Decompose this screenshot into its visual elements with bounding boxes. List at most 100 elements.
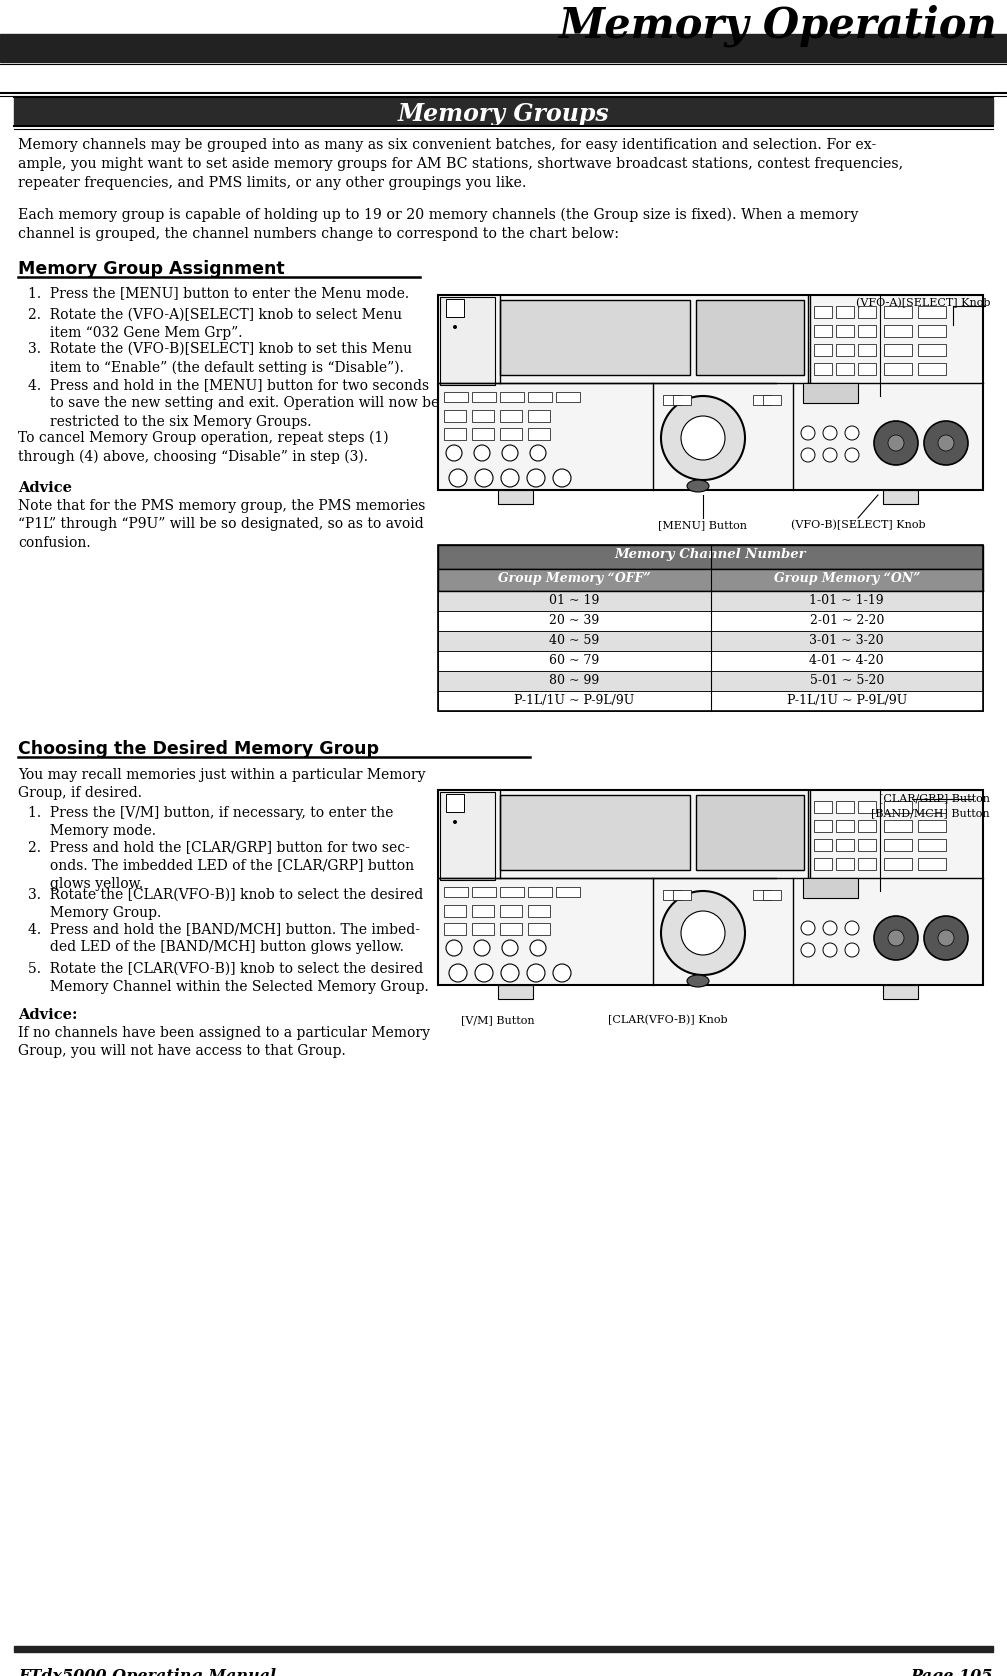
Circle shape [823,447,837,463]
Bar [663,396,681,406]
Bar [472,905,494,917]
Bar [500,411,522,422]
Bar [884,840,912,851]
Text: 3-01 ~ 3-20: 3-01 ~ 3-20 [810,634,884,647]
Bar [444,923,466,935]
Circle shape [530,940,546,955]
Bar [803,384,858,402]
Bar [814,344,832,355]
Bar [500,300,690,375]
Text: 20 ~ 39: 20 ~ 39 [549,613,599,627]
Text: If no channels have been assigned to a particular Memory
Group, you will not hav: If no channels have been assigned to a p… [18,1026,430,1059]
Bar [556,887,580,897]
Bar [696,794,804,870]
Circle shape [446,940,462,955]
Bar [883,985,918,999]
Bar [673,890,691,900]
Circle shape [801,944,815,957]
Circle shape [661,396,745,479]
Bar [858,820,876,831]
Text: (VFO-B)[SELECT] Knob: (VFO-B)[SELECT] Knob [790,520,925,530]
Text: 4.  Press and hold in the [MENU] button for two seconds
     to save the new set: 4. Press and hold in the [MENU] button f… [28,379,439,429]
Bar [500,887,524,897]
Text: Each memory group is capable of holding up to 19 or 20 memory channels (the Grou: Each memory group is capable of holding … [18,208,858,241]
Text: FTdx5000 Operating Manual: FTdx5000 Operating Manual [18,1668,276,1676]
Bar [884,820,912,831]
Bar [836,364,854,375]
Bar [918,801,946,813]
Bar [884,325,912,337]
Bar [836,307,854,318]
Circle shape [845,944,859,957]
Text: Memory channels may be grouped into as many as six convenient batches, for easy : Memory channels may be grouped into as m… [18,137,903,189]
Bar [498,985,533,999]
Bar [836,840,854,851]
Circle shape [446,446,462,461]
Text: Group Memory “OFF”: Group Memory “OFF” [497,572,651,585]
Text: 1.  Press the [V/M] button, if necessary, to enter the
     Memory mode.: 1. Press the [V/M] button, if necessary,… [28,806,394,838]
Text: Memory Channel Number: Memory Channel Number [614,548,807,561]
Bar [858,325,876,337]
Bar [500,794,690,870]
Circle shape [681,416,725,459]
Bar [884,364,912,375]
Bar [814,858,832,870]
Circle shape [530,446,546,461]
Bar [918,820,946,831]
Bar [673,396,691,406]
Bar [438,568,983,592]
Circle shape [661,892,745,975]
Circle shape [501,964,519,982]
Text: 3.  Rotate the [CLAR(VFO-B)] knob to select the desired
     Memory Group.: 3. Rotate the [CLAR(VFO-B)] knob to sele… [28,888,423,920]
Text: (VFO-A)[SELECT] Knob: (VFO-A)[SELECT] Knob [856,298,990,308]
Text: [BAND/MCH] Button: [BAND/MCH] Button [871,808,990,818]
Circle shape [453,820,457,825]
Text: 2-01 ~ 2-20: 2-01 ~ 2-20 [810,613,884,627]
Circle shape [501,469,519,488]
Bar [918,858,946,870]
Ellipse shape [687,975,709,987]
Bar [814,325,832,337]
Bar [438,630,983,650]
Bar [444,887,468,897]
Bar [528,905,550,917]
Circle shape [453,325,457,328]
Bar [918,344,946,355]
Circle shape [874,421,918,464]
Bar [884,307,912,318]
Circle shape [823,922,837,935]
Bar [528,923,550,935]
Bar [836,858,854,870]
Circle shape [924,917,968,960]
Bar [472,923,494,935]
Circle shape [474,940,490,955]
Bar [814,364,832,375]
Text: 1-01 ~ 1-19: 1-01 ~ 1-19 [810,593,884,607]
Text: 40 ~ 59: 40 ~ 59 [549,634,599,647]
Text: [MENU] Button: [MENU] Button [659,520,747,530]
Bar [884,344,912,355]
Circle shape [845,447,859,463]
Text: Advice:: Advice: [18,1007,78,1022]
Circle shape [474,446,490,461]
Bar [0,34,1007,62]
Bar [884,801,912,813]
Bar [763,890,781,900]
Text: You may recall memories just within a particular Memory
Group, if desired.: You may recall memories just within a pa… [18,768,426,801]
Bar [438,691,983,711]
Bar [918,364,946,375]
Bar [438,592,983,612]
Bar [440,297,495,385]
Text: Group Memory “ON”: Group Memory “ON” [773,572,920,585]
Circle shape [449,469,467,488]
Bar [858,801,876,813]
Circle shape [938,436,954,451]
Circle shape [553,469,571,488]
Text: 01 ~ 19: 01 ~ 19 [549,593,599,607]
Circle shape [553,964,571,982]
Bar [836,344,854,355]
Bar [556,392,580,402]
Circle shape [823,426,837,441]
Text: 3.  Rotate the (VFO-B)[SELECT] knob to set this Menu
     item to “Enable” (the : 3. Rotate the (VFO-B)[SELECT] knob to se… [28,342,412,375]
Bar [528,392,552,402]
